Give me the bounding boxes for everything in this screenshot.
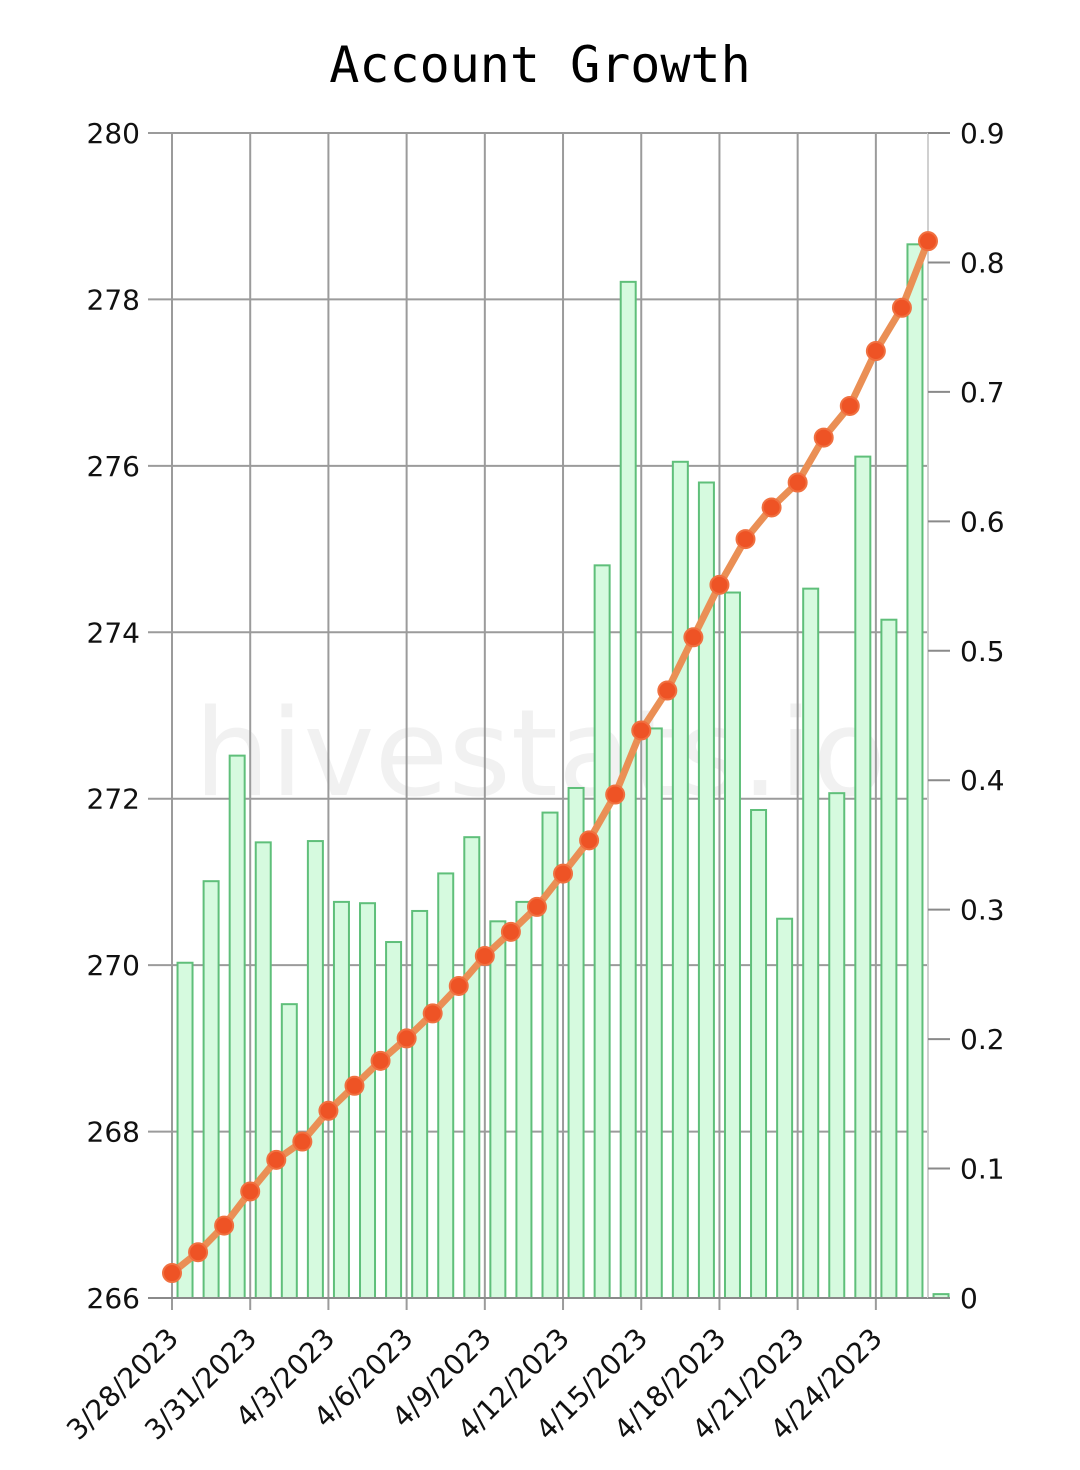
y-left-tick-label: 272 bbox=[87, 783, 140, 816]
y-right-tick-label: 0.2 bbox=[960, 1023, 1005, 1056]
bar bbox=[854, 455, 872, 1300]
bar bbox=[489, 920, 507, 1299]
y-right-tick-label: 0.7 bbox=[960, 376, 1005, 409]
y-right-tick-label: 0.3 bbox=[960, 894, 1005, 927]
bar bbox=[802, 587, 820, 1299]
y-right-tick-label: 0.6 bbox=[960, 505, 1005, 538]
line-point bbox=[162, 1263, 182, 1284]
line-point bbox=[526, 896, 547, 917]
line-point bbox=[683, 627, 704, 648]
line-series bbox=[162, 231, 938, 1284]
y-left-tick-label: 270 bbox=[87, 949, 140, 982]
line-point bbox=[500, 921, 521, 942]
bar bbox=[463, 836, 481, 1300]
line-point bbox=[579, 830, 600, 851]
bar bbox=[306, 840, 324, 1299]
line-point bbox=[396, 1028, 417, 1049]
y-left-tick-label: 276 bbox=[87, 450, 140, 483]
axes bbox=[148, 132, 950, 1299]
bar bbox=[828, 792, 846, 1300]
bar bbox=[906, 243, 924, 1299]
y-left-tick-label: 268 bbox=[87, 1116, 140, 1149]
line-point bbox=[605, 784, 626, 805]
line-point bbox=[839, 395, 860, 416]
bar bbox=[254, 841, 272, 1299]
line-point bbox=[657, 680, 678, 701]
y-left-tick-label: 274 bbox=[87, 616, 140, 649]
line-point bbox=[631, 720, 652, 741]
line-point bbox=[448, 975, 469, 996]
bar bbox=[645, 727, 663, 1299]
bar bbox=[776, 917, 794, 1299]
line-point bbox=[787, 472, 808, 493]
line-point bbox=[813, 427, 834, 448]
bar bbox=[593, 564, 611, 1299]
line-point bbox=[553, 863, 574, 884]
line-point bbox=[474, 945, 495, 966]
y-right-tick-label: 0.1 bbox=[960, 1153, 1005, 1186]
line-point bbox=[891, 297, 912, 318]
bar bbox=[359, 902, 377, 1299]
line-point bbox=[370, 1050, 391, 1071]
bar bbox=[880, 618, 898, 1299]
y-right-tick-label: 0 bbox=[960, 1282, 978, 1315]
y-right-tick-label: 0.5 bbox=[960, 635, 1005, 668]
line-point bbox=[214, 1215, 235, 1236]
line-point bbox=[318, 1100, 339, 1121]
bar bbox=[385, 941, 403, 1299]
line-point bbox=[292, 1131, 313, 1152]
y-left-tick-label: 278 bbox=[87, 283, 140, 316]
line-point bbox=[918, 231, 938, 252]
y-right-tick-label: 0.9 bbox=[960, 117, 1005, 150]
bar-series bbox=[176, 243, 950, 1300]
line-point bbox=[240, 1181, 261, 1202]
y-right-tick-label: 0.4 bbox=[960, 764, 1005, 797]
bar bbox=[515, 900, 533, 1300]
line-point bbox=[709, 574, 730, 595]
line-point bbox=[344, 1075, 365, 1096]
line-point bbox=[266, 1149, 287, 1170]
grid-lines bbox=[148, 132, 928, 1310]
line-point bbox=[761, 497, 782, 518]
bar bbox=[411, 909, 429, 1299]
y-right-tick-label: 0.8 bbox=[960, 246, 1005, 279]
bar bbox=[723, 591, 741, 1299]
line-point bbox=[422, 1003, 443, 1024]
chart-title: Account Growth bbox=[329, 36, 750, 94]
watermark-text: hivestats.io bbox=[194, 685, 886, 824]
bar bbox=[437, 872, 455, 1300]
bar bbox=[750, 808, 768, 1299]
bar bbox=[671, 460, 689, 1299]
line-point bbox=[865, 341, 886, 362]
line-point bbox=[735, 529, 756, 550]
y-left-tick-label: 280 bbox=[87, 117, 140, 150]
line-point bbox=[188, 1242, 209, 1263]
y-left-tick-label: 266 bbox=[87, 1282, 140, 1315]
